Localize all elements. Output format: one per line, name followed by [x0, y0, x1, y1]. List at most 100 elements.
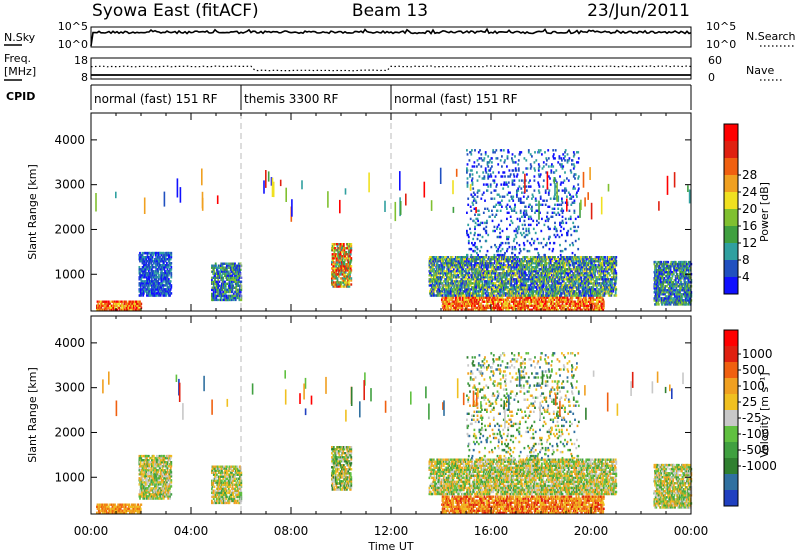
- nsky-label: N.Sky: [4, 31, 36, 44]
- range-cell: [170, 262, 172, 264]
- range-cell: [592, 303, 594, 305]
- range-cell: [140, 294, 142, 296]
- range-cell: [125, 301, 127, 303]
- nave-trace: [91, 66, 691, 71]
- range-cell: [517, 256, 519, 258]
- range-cell: [539, 294, 541, 296]
- power-scatter: [95, 113, 692, 311]
- range-cell: [505, 294, 507, 296]
- cpid-segment-label: normal (fast) 151 RF: [94, 92, 218, 106]
- range-cell: [466, 294, 468, 296]
- range-cell: [548, 294, 550, 296]
- range-cell: [547, 303, 549, 305]
- cpid-label: CPID: [6, 90, 35, 103]
- range-cell: [464, 294, 466, 296]
- cpid-segments: normal (fast) 151 RF themis 3300 RF normal…: [91, 85, 691, 110]
- range-cell: [497, 266, 499, 268]
- range-cell: [139, 301, 141, 303]
- range-cell: [345, 251, 347, 253]
- nsky-panel: [91, 27, 691, 47]
- range-cell: [170, 284, 172, 286]
- range-cell: [484, 301, 486, 303]
- range-cell: [350, 265, 352, 267]
- station-title: Syowa East (fitACF): [92, 1, 259, 21]
- nave-tick-top: 60: [708, 54, 722, 67]
- range-cell: [559, 303, 561, 305]
- range-cell: [459, 276, 461, 278]
- range-cell: [603, 301, 605, 303]
- range-cell: [350, 269, 352, 271]
- range-cell: [341, 285, 343, 287]
- freq-label-2: [MHz]: [4, 65, 36, 78]
- cpid-segment-label: themis 3300 RF: [244, 92, 338, 106]
- range-cell: [585, 297, 587, 299]
- nsky-trace: [91, 29, 691, 46]
- range-cell: [522, 268, 524, 270]
- range-cell: [542, 294, 544, 296]
- range-cell: [517, 294, 519, 296]
- range-cell: [170, 280, 172, 282]
- range-cell: [343, 243, 345, 245]
- range-cell: [156, 294, 158, 296]
- range-cell: [350, 277, 352, 279]
- range-cell: [152, 256, 154, 258]
- range-cell: [447, 256, 449, 258]
- range-cell: [522, 260, 524, 262]
- range-cell: [566, 303, 568, 305]
- range-cell: [142, 252, 144, 254]
- range-cell: [139, 266, 141, 268]
- range-cell: [497, 294, 499, 296]
- range-cell: [572, 297, 574, 299]
- range-cell: [479, 294, 481, 296]
- range-cell: [222, 291, 224, 293]
- range-cell: [499, 294, 501, 296]
- range-cell: [516, 280, 518, 282]
- range-cell: [350, 279, 352, 281]
- freq-tick-top: 18: [74, 54, 88, 67]
- range-cell: [527, 280, 529, 282]
- nsearch-tick-bottom: 10^0: [706, 38, 736, 51]
- range-cell: [537, 294, 539, 296]
- range-cell: [350, 253, 352, 255]
- cpid-segment-label: normal (fast) 151 RF: [394, 92, 518, 106]
- range-cell: [459, 294, 461, 296]
- range-cell: [459, 297, 461, 299]
- range-cell: [439, 264, 441, 266]
- range-cell: [168, 278, 170, 280]
- range-cell: [535, 294, 537, 296]
- date-title: 23/Jun/2011: [587, 1, 690, 21]
- range-cell: [493, 294, 495, 296]
- range-cell: [100, 301, 102, 303]
- range-cell: [153, 266, 155, 268]
- range-cell: [219, 281, 221, 283]
- range-cell: [533, 294, 535, 296]
- range-cell: [537, 303, 539, 305]
- range-cell: [447, 294, 449, 296]
- range-cell: [514, 268, 516, 270]
- range-cell: [552, 260, 554, 262]
- range-cell: [350, 283, 352, 285]
- range-cell: [163, 280, 165, 282]
- range-cell: [482, 294, 484, 296]
- nave-tick-bottom: 0: [708, 71, 715, 84]
- range-cell: [533, 266, 535, 268]
- range-cell: [349, 283, 351, 285]
- range-cell: [439, 286, 441, 288]
- range-cell: [97, 301, 99, 303]
- range-cell: [350, 257, 352, 259]
- range-cell: [448, 268, 450, 270]
- freq-tick-bottom: 8: [81, 71, 88, 84]
- range-cell: [170, 292, 172, 294]
- range-cell: [350, 243, 352, 245]
- range-cell: [232, 289, 234, 291]
- range-cell: [580, 297, 582, 299]
- nsearch-tick-top: 10^5: [706, 20, 736, 33]
- beam-title: Beam 13: [352, 1, 428, 21]
- range-cell: [217, 299, 219, 301]
- range-cell: [509, 301, 511, 303]
- range-cell: [170, 256, 172, 258]
- range-cell: [120, 301, 122, 303]
- range-cell: [454, 292, 456, 294]
- range-cell: [169, 294, 171, 296]
- range-cell: [514, 294, 516, 296]
